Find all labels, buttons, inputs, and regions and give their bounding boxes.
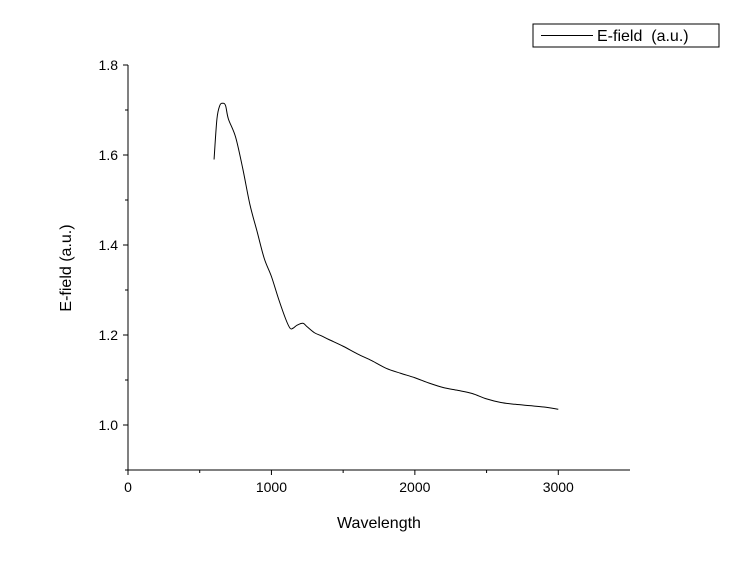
series-line-e-field bbox=[213, 102, 559, 410]
y-axis: 1.0 1.2 1.4 1.6 1.8 E-field (a.u.) bbox=[58, 57, 129, 471]
x-tick-label: 0 bbox=[124, 479, 132, 495]
y-tick-label: 1.8 bbox=[99, 57, 119, 73]
y-tick-label: 1.6 bbox=[99, 147, 119, 163]
x-axis-title: Wavelength bbox=[337, 515, 421, 532]
x-tick-label: 2000 bbox=[399, 479, 430, 495]
legend: E-field (a.u.) bbox=[532, 23, 720, 48]
y-tick-label: 1.4 bbox=[99, 237, 119, 253]
x-tick-label: 1000 bbox=[256, 479, 287, 495]
y-tick-label: 1.0 bbox=[99, 417, 119, 433]
x-tick-label: 3000 bbox=[543, 479, 574, 495]
legend-label: E-field (a.u.) bbox=[597, 28, 689, 45]
y-tick-label: 1.2 bbox=[99, 327, 119, 343]
legend-box bbox=[532, 23, 720, 48]
x-axis: 0 1000 2000 3000 Wavelength bbox=[124, 469, 630, 532]
series-group bbox=[213, 102, 559, 410]
y-axis-title: E-field (a.u.) bbox=[58, 224, 75, 311]
